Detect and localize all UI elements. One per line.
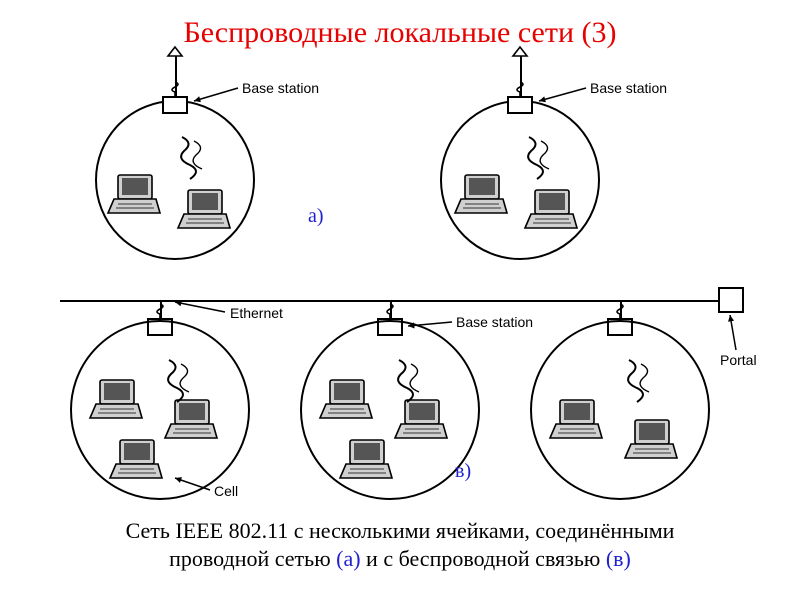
cell-label: Cell — [214, 483, 238, 499]
wireless-signal-icon — [625, 358, 651, 404]
laptop-icon — [455, 175, 507, 217]
caption-accent: (а) — [336, 546, 360, 571]
laptop-icon — [625, 420, 677, 462]
laptop-icon — [165, 400, 217, 442]
laptop-icon — [108, 175, 160, 217]
laptop-icon — [178, 190, 230, 232]
base-station-icon — [162, 96, 188, 114]
label-arrow — [188, 82, 244, 107]
wireless-signal-icon — [395, 358, 421, 404]
laptop-icon — [525, 190, 577, 232]
laptop-icon — [340, 440, 392, 482]
base-station-icon — [507, 96, 533, 114]
label-arrow — [169, 296, 231, 318]
laptop-icon — [550, 400, 602, 442]
label-arrow — [724, 309, 742, 356]
uplink-arrowhead-icon — [513, 47, 527, 57]
base-station-label: Base station — [456, 314, 533, 330]
marker-b: в) — [455, 460, 471, 483]
laptop-icon — [320, 380, 372, 422]
portal-label: Portal — [720, 352, 757, 368]
laptop-icon — [90, 380, 142, 422]
wireless-signal-icon — [178, 135, 204, 181]
caption-line-1: Сеть IEEE 802.11 с несколькими ячейками,… — [0, 518, 800, 544]
laptop-icon — [395, 400, 447, 442]
diagram-canvas: Base station Base station а) Portal Ethe… — [0, 0, 800, 600]
caption-accent: (в) — [606, 546, 631, 571]
base-station-label: Base station — [242, 80, 319, 96]
wireless-signal-icon — [165, 358, 191, 404]
wireless-signal-icon — [525, 135, 551, 181]
marker-a: а) — [308, 205, 324, 228]
uplink-arrowhead-icon — [168, 47, 182, 57]
label-arrow — [169, 472, 216, 496]
caption-line-2: проводной сетью (а) и с беспроводной свя… — [0, 546, 800, 572]
base-station-label: Base station — [590, 80, 667, 96]
ethernet-label: Ethernet — [230, 305, 283, 321]
label-arrow — [533, 82, 592, 107]
laptop-icon — [110, 440, 162, 482]
